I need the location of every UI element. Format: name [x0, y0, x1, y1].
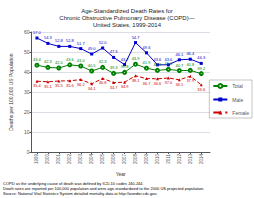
svg-text:35.5: 35.5 — [55, 83, 64, 88]
svg-text:2005: 2005 — [100, 154, 105, 165]
svg-text:43.6: 43.6 — [66, 57, 75, 62]
svg-text:34.1: 34.1 — [88, 86, 97, 91]
svg-text:43.6: 43.6 — [154, 57, 163, 62]
svg-text:42.3: 42.3 — [44, 59, 53, 64]
svg-text:2007: 2007 — [122, 154, 127, 165]
svg-text:46.4: 46.4 — [186, 51, 195, 56]
svg-text:36.6: 36.6 — [154, 81, 163, 86]
svg-text:40.5: 40.5 — [88, 63, 97, 68]
svg-text:34.9: 34.9 — [121, 84, 130, 89]
svg-text:40: 40 — [24, 69, 30, 75]
svg-text:36.2: 36.2 — [77, 82, 86, 87]
svg-text:0: 0 — [27, 149, 30, 155]
svg-text:36.7: 36.7 — [143, 81, 152, 86]
svg-text:35.1: 35.1 — [44, 84, 53, 89]
svg-text:United States, 1999-2014: United States, 1999-2014 — [93, 22, 162, 28]
svg-text:35.6: 35.6 — [66, 83, 75, 88]
svg-text:42.3: 42.3 — [99, 59, 108, 64]
svg-text:2013: 2013 — [188, 154, 193, 165]
svg-text:30: 30 — [24, 89, 30, 95]
svg-text:41.9: 41.9 — [143, 60, 152, 65]
svg-text:43.0: 43.0 — [77, 58, 86, 63]
svg-text:40.8: 40.8 — [186, 62, 195, 67]
svg-text:39.8: 39.8 — [121, 64, 130, 69]
svg-text:2004: 2004 — [89, 154, 94, 165]
svg-text:Female: Female — [232, 110, 249, 116]
svg-text:2011: 2011 — [166, 154, 171, 164]
svg-text:2000: 2000 — [45, 154, 50, 165]
svg-text:42.0: 42.0 — [55, 60, 64, 65]
svg-text:39.3: 39.3 — [110, 65, 119, 70]
svg-text:50: 50 — [24, 49, 30, 55]
svg-text:Deaths per 100,000 US Populati: Deaths per 100,000 US Population — [8, 53, 14, 130]
svg-text:39.2: 39.2 — [197, 66, 206, 71]
svg-text:43.9: 43.9 — [132, 56, 141, 61]
svg-text:2008: 2008 — [133, 154, 138, 165]
svg-text:40.7: 40.7 — [175, 63, 184, 68]
svg-text:57.0: 57.0 — [33, 30, 42, 35]
svg-text:37.0: 37.0 — [164, 80, 173, 85]
svg-text:52.0: 52.0 — [99, 40, 108, 45]
svg-text:2001: 2001 — [56, 154, 61, 165]
svg-text:35.4: 35.4 — [33, 83, 42, 88]
svg-text:37.9: 37.9 — [186, 78, 195, 83]
svg-text:44.3: 44.3 — [197, 55, 206, 60]
svg-text:2002: 2002 — [67, 154, 72, 165]
svg-text:34.7: 34.7 — [110, 85, 119, 90]
svg-text:54.7: 54.7 — [132, 35, 141, 40]
svg-text:43.7: 43.7 — [121, 57, 130, 62]
svg-text:Chronic Obstructive Pulmonary: Chronic Obstructive Pulmonary Disease (C… — [59, 15, 194, 21]
svg-text:49.0: 49.0 — [88, 46, 97, 51]
svg-text:43.4: 43.4 — [33, 57, 42, 62]
svg-text:51.7: 51.7 — [77, 41, 86, 46]
svg-text:54.3: 54.3 — [44, 35, 53, 40]
svg-text:2010: 2010 — [155, 154, 160, 165]
svg-text:36.1: 36.1 — [175, 82, 184, 87]
svg-text:10: 10 — [24, 129, 30, 135]
svg-text:41.3: 41.3 — [164, 61, 173, 66]
svg-text:2006: 2006 — [111, 154, 116, 165]
svg-text:38.1: 38.1 — [132, 78, 141, 83]
svg-text:33.6: 33.6 — [197, 87, 206, 92]
svg-text:Total: Total — [232, 83, 243, 89]
svg-text:43.6: 43.6 — [164, 57, 173, 62]
svg-text:Age-Standardized Death Rates f: Age-Standardized Death Rates for — [81, 8, 173, 14]
svg-text:Year: Year — [116, 171, 126, 177]
svg-text:2014: 2014 — [199, 154, 204, 165]
svg-text:COPD as the underlying cause o: COPD as the underlying cause of death wa… — [3, 181, 144, 186]
svg-text:2009: 2009 — [144, 154, 149, 165]
svg-text:Source: National Vital Statist: Source: National Vital Statistics System… — [3, 191, 157, 196]
svg-text:2003: 2003 — [78, 154, 83, 165]
svg-text:40.8: 40.8 — [154, 62, 163, 67]
svg-text:49.6: 49.6 — [143, 45, 152, 50]
svg-text:2012: 2012 — [177, 154, 182, 165]
svg-text:60: 60 — [24, 29, 30, 35]
svg-text:47.3: 47.3 — [110, 49, 119, 54]
svg-text:Death rates are reported per 1: Death rates are reported per 100,000 pop… — [3, 186, 205, 191]
svg-text:36.8: 36.8 — [99, 80, 108, 85]
svg-text:52.8: 52.8 — [55, 38, 64, 43]
svg-text:46.1: 46.1 — [175, 52, 184, 57]
svg-text:Male: Male — [232, 97, 243, 103]
svg-text:52.8: 52.8 — [66, 38, 75, 43]
svg-text:1999: 1999 — [34, 154, 39, 165]
svg-text:20: 20 — [24, 109, 30, 115]
